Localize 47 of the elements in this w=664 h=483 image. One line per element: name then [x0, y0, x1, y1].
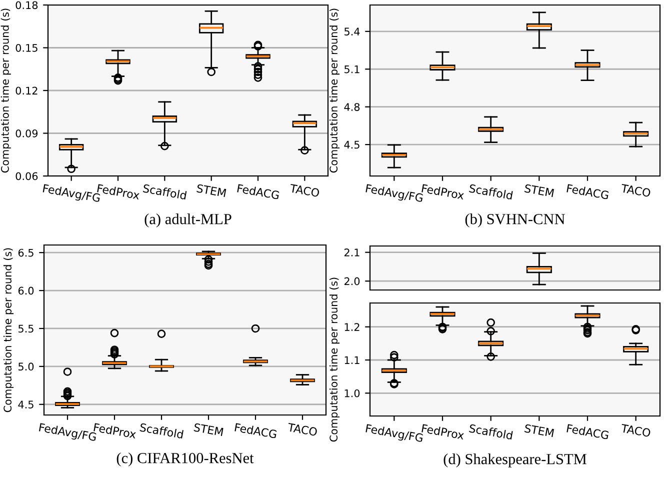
- y-tick-label: 2.1: [344, 248, 360, 256]
- y-tick-label: 5.5: [18, 324, 34, 333]
- y-tick-label: 2.0: [344, 277, 360, 286]
- x-tick-label: TACO: [620, 424, 651, 438]
- x-tick-label: FedACG: [234, 422, 277, 438]
- x-tick-label: STEM: [524, 184, 554, 198]
- x-tick-label: STEM: [194, 422, 224, 436]
- x-tick-label: Scaffold: [142, 184, 187, 200]
- y-tick-label: 4.5: [344, 140, 360, 149]
- y-tick-label: 1.1: [344, 356, 360, 364]
- y-tick-label: 4.5: [18, 400, 34, 408]
- x-tick-label: STEM: [196, 184, 226, 198]
- x-tick-label: FedAvg/FG: [365, 424, 424, 444]
- y-axis-title: Computation time per round (s): [329, 278, 340, 442]
- y-tick-label: 4.8: [344, 103, 360, 111]
- y-tick-label: 6.5: [18, 248, 34, 257]
- y-tick-label: 0.18: [16, 1, 38, 10]
- y-tick-label: 5.1: [344, 65, 360, 74]
- text: (a) adult-MLP: [144, 213, 232, 228]
- x-tick-label: FedACG: [237, 184, 280, 200]
- x-tick-label: TACO: [620, 184, 651, 198]
- x-tick-label: FedProx: [422, 184, 465, 200]
- text: (b) SVHN-CNN: [465, 213, 565, 228]
- y-tick-label: 0.09: [16, 129, 38, 138]
- text: (d) Shakespeare-LSTM: [444, 453, 586, 468]
- x-tick-label: STEM: [524, 424, 554, 438]
- x-tick-label: TACO: [289, 184, 320, 198]
- y-tick-label: 1.2: [344, 323, 360, 331]
- y-tick-label: 1.0: [344, 389, 360, 398]
- y-axis-title: Computation time per round (s): [3, 248, 14, 412]
- y-tick-label: 5.4: [344, 28, 360, 36]
- x-tick-label: FedACG: [566, 424, 609, 440]
- y-axis-title: Computation time per round (s): [329, 8, 340, 173]
- y-tick-label: 5.0: [18, 362, 34, 371]
- y-tick-label: 0.06: [16, 172, 38, 180]
- y-tick-label: 6.0: [18, 286, 34, 295]
- text: (c) CIFAR100-ResNet: [116, 452, 254, 466]
- x-tick-label: FedACG: [566, 184, 609, 200]
- x-tick-label: Scaffold: [140, 422, 184, 439]
- x-tick-label: TACO: [287, 422, 318, 436]
- x-tick-label: Scaffold: [468, 424, 513, 440]
- x-tick-label: FedAvg/FG: [365, 184, 424, 204]
- x-tick-label: FedProx: [422, 424, 465, 440]
- y-tick-label: 0.12: [16, 86, 38, 95]
- y-tick-label: 0.15: [16, 44, 38, 52]
- y-axis-title: Computation time per round (s): [0, 8, 11, 173]
- x-tick-label: Scaffold: [468, 184, 513, 200]
